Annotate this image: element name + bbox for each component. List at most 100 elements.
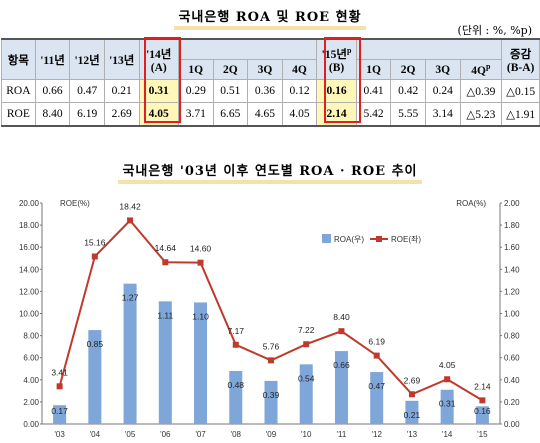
roa-value-label: 0.17	[51, 406, 68, 416]
row-label: ROA	[1, 79, 36, 103]
left-tick-label: 16.00	[19, 243, 40, 252]
left-tick-label: 14.00	[19, 265, 40, 274]
x-tick-label: '15	[477, 430, 488, 439]
header-2015-q2: 2Q	[390, 59, 426, 80]
header-item: 항목	[1, 38, 36, 80]
row-label: ROE	[1, 102, 36, 127]
left-tick-label: 6.00	[23, 354, 39, 363]
roa-value-label: 0.54	[298, 373, 315, 383]
x-tick-label: '03	[54, 430, 65, 439]
cell: 0.12	[281, 79, 318, 103]
x-tick-label: '04	[90, 430, 101, 439]
right-tick-label: 0.80	[504, 332, 520, 341]
roe-value-label: 7.17	[227, 326, 244, 336]
roe-value-label: 5.76	[263, 341, 280, 351]
right-tick-label: 1.80	[504, 221, 520, 230]
header-2014-q2: 2Q	[212, 59, 249, 80]
roa-bar	[229, 370, 243, 424]
roe-point	[479, 397, 486, 404]
x-tick-label: '13	[407, 430, 418, 439]
roe-value-label: 2.14	[474, 381, 491, 391]
roa-bar	[475, 406, 489, 424]
table-title: 국내은행 ROA 및 ROE 현황	[0, 6, 540, 30]
header-2014-q3: 3Q	[247, 59, 283, 80]
roe-value-label: 14.60	[190, 244, 212, 254]
roe-point	[303, 341, 310, 348]
cell: △5.23	[459, 102, 503, 127]
left-tick-label: 10.00	[19, 310, 40, 319]
cell: 0.24	[424, 79, 461, 103]
roa-value-label: 0.21	[404, 410, 421, 420]
x-tick-label: '12	[371, 430, 382, 439]
header-2012: '12년	[69, 38, 105, 80]
x-tick-label: '11	[337, 430, 347, 439]
roe-point	[197, 259, 204, 266]
roe-point	[268, 357, 274, 364]
header-2015: '15년p (B)	[316, 38, 357, 80]
roe-value-label: 2.69	[404, 375, 421, 385]
right-tick-label: 1.00	[504, 310, 520, 319]
roa-bar	[88, 330, 102, 424]
roa-value-label: 0.39	[263, 390, 280, 400]
roe-point	[127, 217, 134, 224]
left-tick-label: 8.00	[23, 332, 39, 341]
left-tick-label: 4.00	[23, 376, 39, 385]
x-tick-label: '09	[266, 430, 277, 439]
roa-bar	[158, 301, 172, 424]
cell: 4.05	[281, 102, 318, 127]
roe-value-label: 18.42	[119, 201, 141, 211]
roe-point	[444, 376, 451, 383]
cell: 0.66	[34, 79, 71, 103]
roa-bar	[194, 302, 208, 424]
cell: 8.40	[34, 102, 71, 127]
cell: △0.15	[501, 79, 540, 103]
x-tick-label: '10	[301, 430, 312, 439]
right-tick-label: 0.20	[504, 398, 520, 407]
legend-roa-swatch	[322, 234, 331, 243]
header-2013: '13년	[103, 38, 140, 80]
right-tick-label: 0.00	[504, 420, 520, 429]
roa-value-label: 0.48	[227, 380, 244, 390]
roa-bar	[299, 364, 313, 424]
cell: 6.65	[212, 102, 249, 127]
left-tick-label: 18.00	[19, 221, 40, 230]
roe-value-label: 4.05	[439, 360, 456, 370]
left-tick-label: 2.00	[23, 398, 39, 407]
legend-roe-marker	[376, 236, 382, 242]
left-axis-title: ROE(%)	[60, 199, 90, 208]
roa-bar	[440, 389, 454, 424]
x-tick-label: '14	[442, 430, 453, 439]
cell: 0.29	[177, 79, 214, 103]
roe-point	[338, 328, 345, 335]
roa-bar	[264, 380, 278, 424]
roe-point	[408, 391, 415, 398]
roe-point	[162, 259, 169, 266]
cell: 0.41	[355, 79, 392, 103]
left-tick-label: 0.00	[23, 420, 39, 429]
cell: △1.91	[501, 102, 540, 127]
chart-title: 국내은행 '03년 이후 연도별 ROA · ROE 추이	[0, 160, 540, 184]
cell: 0.51	[212, 79, 249, 103]
roa-roe-table: 항목 '11년 '12년 '13년 '14년 (A) '15년p (B) 증감 (B-…	[1, 38, 540, 127]
roa-value-label: 0.85	[87, 339, 104, 349]
left-tick-label: 20.00	[19, 199, 40, 208]
cell: 0.47	[69, 79, 105, 103]
right-tick-label: 1.40	[504, 265, 520, 274]
cell-highlight: 0.31	[138, 79, 179, 103]
roe-value-label: 7.22	[298, 325, 315, 335]
roe-value-label: 15.16	[84, 237, 106, 247]
header-2015-q4: 4Qp	[459, 59, 503, 80]
roe-point	[91, 253, 98, 260]
roe-value-label: 8.40	[333, 312, 350, 322]
header-2014-q1: 1Q	[177, 59, 214, 80]
roe-point	[56, 383, 63, 390]
x-tick-label: '08	[231, 430, 242, 439]
unit-label: (단위 : %, %p)	[457, 24, 532, 37]
roe-point	[232, 341, 239, 348]
roa-value-label: 1.27	[122, 293, 139, 303]
x-tick-label: '07	[195, 430, 206, 439]
cell: 0.36	[247, 79, 283, 103]
roa-value-label: 0.47	[368, 381, 385, 391]
roe-point	[373, 352, 380, 359]
